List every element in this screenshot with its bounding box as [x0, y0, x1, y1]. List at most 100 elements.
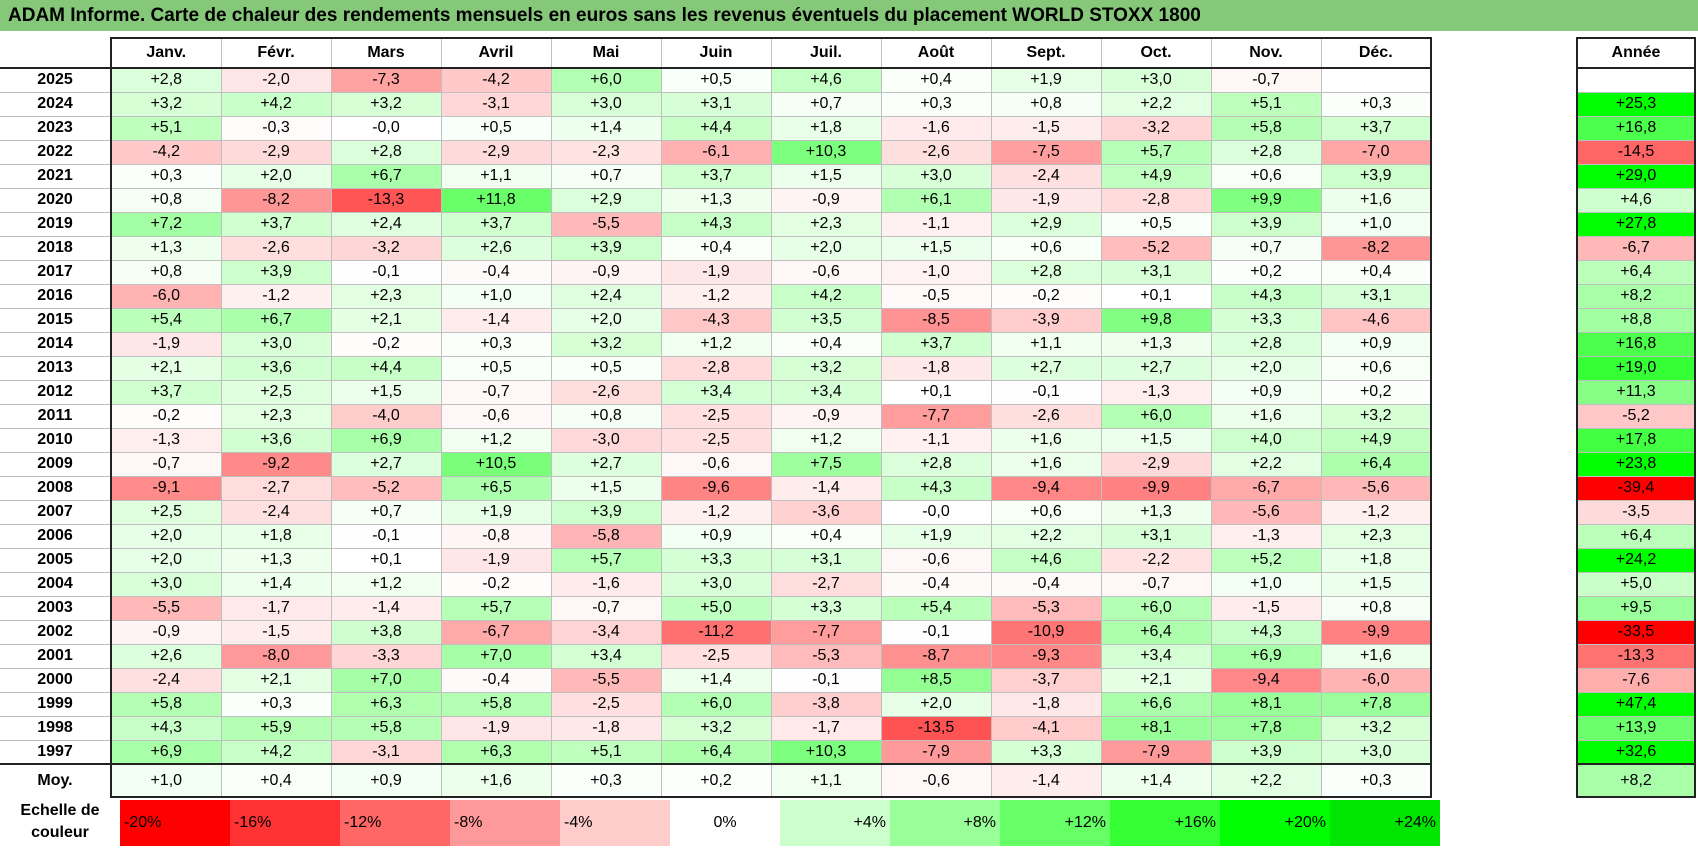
- heatmap-cell: +6,0: [1100, 595, 1212, 621]
- table-row: 2009 -0,7 -9,2 +2,7 +10,5 +2,7 -0,6 +7,5 +2,8 +1,…: [0, 451, 1432, 477]
- heatmap-cell: -1,8: [990, 691, 1102, 717]
- heatmap-cell: -0,9: [770, 187, 882, 213]
- heatmap-cell: -7,9: [880, 739, 992, 765]
- annual-cell: +13,9: [1576, 715, 1696, 741]
- heatmap-cell: +2,2: [1210, 451, 1322, 477]
- heatmap-cell: +2,0: [1210, 355, 1322, 381]
- heatmap-cell: +0,5: [440, 115, 552, 141]
- heatmap-cell: -3,0: [550, 427, 662, 453]
- heatmap-cell: +2,0: [110, 523, 222, 549]
- heatmap-cell: -5,5: [550, 667, 662, 693]
- heatmap-cell: +0,7: [550, 163, 662, 189]
- annual-cell: [1576, 67, 1696, 93]
- heatmap-cell: +2,9: [990, 211, 1102, 237]
- heatmap-cell: -0,1: [330, 523, 442, 549]
- heatmap-cell: +2,3: [1320, 523, 1432, 549]
- heatmap-cell: +4,2: [220, 739, 332, 765]
- average-cell: +1,1: [770, 763, 882, 798]
- color-scale-stop: -4%: [560, 800, 670, 846]
- heatmap-cell: +2,8: [880, 451, 992, 477]
- heatmap-cell: +3,4: [770, 379, 882, 405]
- heatmap-cell: +6,0: [550, 67, 662, 93]
- table-row: 2018 +1,3 -2,6 -3,2 +2,6 +3,9 +0,4 +2,0 +1,5 +0,6…: [0, 235, 1432, 261]
- heatmap-cell: -1,1: [880, 211, 992, 237]
- annual-cell: -13,3: [1576, 643, 1696, 669]
- color-scale-stop: +8%: [890, 800, 1000, 846]
- year-label: 2017: [0, 259, 112, 285]
- annual-cell: +6,4: [1576, 523, 1696, 549]
- table-row: 2023 +5,1 -0,3 -0,0 +0,5 +1,4 +4,4 +1,8 -1,6 -1,5…: [0, 115, 1432, 141]
- heatmap-cell: -1,1: [880, 427, 992, 453]
- heatmap-cell: -5,6: [1210, 499, 1322, 525]
- heatmap-cell: +3,2: [110, 91, 222, 117]
- heatmap-cell: +1,4: [550, 115, 662, 141]
- annual-cell: +9,5: [1576, 595, 1696, 621]
- heatmap-cell: +3,3: [990, 739, 1102, 765]
- annual-cell: -6,7: [1576, 235, 1696, 261]
- heatmap-cell: -1,9: [110, 331, 222, 357]
- heatmap-cell: -2,6: [220, 235, 332, 261]
- heatmap-cell: +1,5: [1320, 571, 1432, 597]
- year-label: 2018: [0, 235, 112, 261]
- table-row: 2019 +7,2 +3,7 +2,4 +3,7 -5,5 +4,3 +2,3 -1,1 +2,9…: [0, 211, 1432, 237]
- heatmap-cell: -7,7: [770, 619, 882, 645]
- heatmap-cell: +3,0: [660, 571, 772, 597]
- heatmap-cell: -1,8: [880, 355, 992, 381]
- heatmap-cell: +0,5: [1100, 211, 1212, 237]
- heatmap-cell: +4,6: [990, 547, 1102, 573]
- heatmap-cell: -0,9: [110, 619, 222, 645]
- color-scale-stop: 0%: [670, 800, 780, 846]
- heatmap-cell: -0,4: [880, 571, 992, 597]
- heatmap-cell: +9,8: [1100, 307, 1212, 333]
- year-label: 1997: [0, 739, 112, 765]
- color-scale-stop: +24%: [1330, 800, 1440, 846]
- heatmap-cell: +2,8: [1210, 139, 1322, 165]
- heatmap-cell: +5,7: [550, 547, 662, 573]
- heatmap-cell: +3,1: [1100, 259, 1212, 285]
- table-row: 1997 +6,9 +4,2 -3,1 +6,3 +5,1 +6,4 +10,3 -7,9 +3,…: [0, 739, 1432, 765]
- heatmap-cell: -7,3: [330, 67, 442, 93]
- year-label: 2012: [0, 379, 112, 405]
- heatmap-cell: +0,3: [110, 163, 222, 189]
- heatmap-cell: -3,6: [770, 499, 882, 525]
- heatmap-cell: +6,7: [220, 307, 332, 333]
- month-header: Oct.: [1100, 37, 1212, 69]
- heatmap-cell: +2,8: [110, 67, 222, 93]
- heatmap-cell: +6,0: [1100, 403, 1212, 429]
- heatmap-cell: +1,8: [220, 523, 332, 549]
- heatmap-cell: +1,4: [220, 571, 332, 597]
- heatmap-cell: +3,7: [1320, 115, 1432, 141]
- average-cell: -1,4: [990, 763, 1102, 798]
- heatmap-cell: +0,1: [1100, 283, 1212, 309]
- annual-cell: +19,0: [1576, 355, 1696, 381]
- heatmap-cell: +3,1: [1100, 523, 1212, 549]
- heatmap-cell: +1,6: [1210, 403, 1322, 429]
- annual-cell: +17,8: [1576, 427, 1696, 453]
- heatmap-cell: +6,4: [1320, 451, 1432, 477]
- heatmap-cell: -1,7: [220, 595, 332, 621]
- heatmap-cell: +5,1: [1210, 91, 1322, 117]
- heatmap-cell: +0,3: [880, 91, 992, 117]
- color-scale-stop: -8%: [450, 800, 560, 846]
- heatmap-cell: +1,8: [1320, 547, 1432, 573]
- heatmap-cell: +10,3: [770, 739, 882, 765]
- heatmap-cell: -4,2: [440, 67, 552, 93]
- heatmap-cell: -2,5: [660, 427, 772, 453]
- heatmap-cell: -1,0: [880, 259, 992, 285]
- year-label: 2022: [0, 139, 112, 165]
- table-row: 2011 -0,2 +2,3 -4,0 -0,6 +0,8 -2,5 -0,9 -7,7 -2,6…: [0, 403, 1432, 429]
- heatmap-cell: +3,7: [110, 379, 222, 405]
- color-scale-stop: +4%: [780, 800, 890, 846]
- table-row: 1999 +5,8 +0,3 +6,3 +5,8 -2,5 +6,0 -3,8 +2,0 -1,8…: [0, 691, 1432, 717]
- month-header: Janv.: [110, 37, 222, 69]
- heatmap-cell: -1,9: [440, 547, 552, 573]
- heatmap-cell: +7,0: [440, 643, 552, 669]
- heatmap-cell: -7,7: [880, 403, 992, 429]
- heatmap-cell: -0,9: [770, 403, 882, 429]
- heatmap-cell: -1,9: [990, 187, 1102, 213]
- heatmap-cell: +2,4: [550, 283, 662, 309]
- month-header: Juil.: [770, 37, 882, 69]
- heatmap-cell: +7,5: [770, 451, 882, 477]
- heatmap-cell: -0,6: [440, 403, 552, 429]
- average-cell: +0,9: [330, 763, 442, 798]
